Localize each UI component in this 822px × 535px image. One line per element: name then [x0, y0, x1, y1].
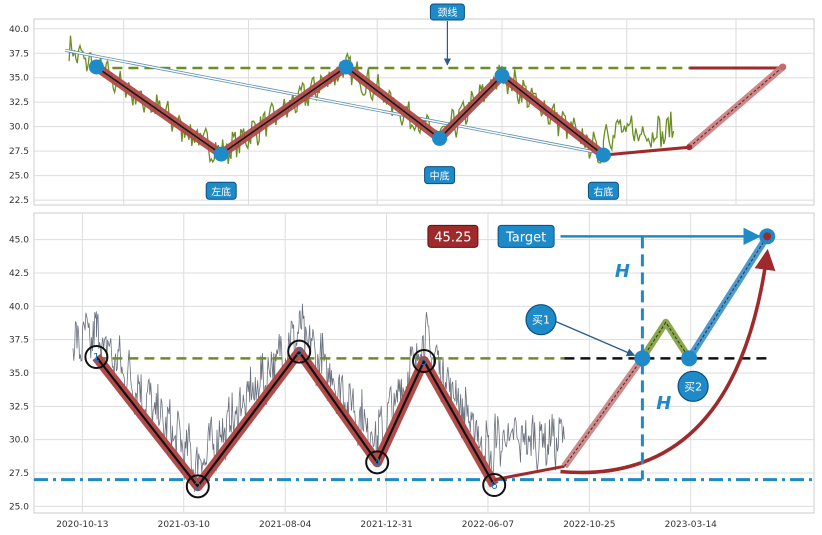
bottom-y-tick-label: 45.0	[9, 236, 29, 246]
bottom-label-box	[205, 181, 237, 200]
bottom-y-tick-label: 42.5	[9, 269, 29, 279]
buy2-label: 买2	[684, 380, 702, 393]
bottom-x-tick-label: 2021-12-31	[360, 520, 412, 530]
target-label: Target	[505, 230, 546, 245]
bottom-x-ticks: 2020-10-13 2021-03-10 2021-08-04 2021-12-31…	[56, 520, 717, 530]
bottom-y-ticks: 25.0 27.5 30.0 32.5 35.0 37.5 40.0 42.5 45.0	[9, 236, 29, 513]
top-y-tick-label: 37.5	[9, 49, 29, 59]
bottom-x-tick-label: 2022-10-25	[563, 520, 615, 530]
pattern-point-label: 2	[194, 480, 201, 493]
pattern-point-label: 6	[491, 479, 498, 492]
top-projection-node	[686, 144, 693, 151]
bottom-y-tick-label: 27.5	[9, 469, 29, 479]
bottom-pattern-overlay: H H Target 45.25 买1 买2 1 2 3 4 5 6	[34, 224, 814, 499]
bottom-pattern-core	[95, 350, 496, 488]
top-pattern-node	[213, 146, 229, 162]
curved-arrow	[560, 248, 776, 475]
target-box	[497, 224, 555, 248]
buy1-arrow	[555, 321, 636, 357]
target-value: 45.25	[434, 230, 471, 245]
pattern-point-marker	[365, 450, 390, 475]
bottom-label: 右底	[593, 185, 613, 198]
buy2-bubble	[677, 370, 709, 402]
bottom-price-series	[72, 303, 565, 492]
buy1-label: 买1	[532, 314, 550, 327]
proj-flat	[493, 464, 565, 482]
bottom-label: 左底	[211, 185, 231, 198]
bottom-label-box	[587, 181, 619, 200]
bottom-x-tick-label: 2020-10-13	[56, 520, 108, 530]
height-label-1: H	[615, 261, 630, 282]
buy1-bubble	[525, 304, 557, 336]
bottom-y-tick-label: 35.0	[9, 369, 29, 379]
bottom-x-tick-label: 2021-08-04	[259, 520, 312, 530]
bottom-y-tick-label: 25.0	[9, 502, 29, 512]
top-y-ticks: 22.5 25.0 27.5 30.0 32.5 35.0 37.5 40.0	[9, 25, 29, 206]
pattern-point-marker	[185, 474, 210, 499]
top-pattern-node	[432, 130, 448, 146]
bottom-y-tick-label: 37.5	[9, 336, 29, 346]
top-y-tick-label: 40.0	[9, 25, 29, 35]
top-projection-flat	[603, 145, 690, 157]
neckline-label-box	[429, 3, 465, 21]
pattern-point-marker	[482, 473, 507, 497]
proj-pullback-core	[641, 321, 690, 359]
top-grid	[34, 19, 814, 205]
proj-rise-core	[563, 358, 643, 467]
bottom-label: 中底	[430, 170, 450, 183]
bottom-y-tick-label: 30.0	[9, 436, 29, 446]
proj-target-core	[688, 236, 768, 359]
target-value-box	[427, 224, 479, 248]
top-pattern-core	[95, 66, 604, 156]
pattern-point-label: 1	[93, 351, 100, 364]
pattern-point-marker	[84, 345, 109, 369]
top-y-tick-label: 35.0	[9, 74, 29, 84]
top-projection-end	[779, 63, 787, 71]
top-y-tick-label: 32.5	[9, 98, 29, 108]
top-y-tick-label: 22.5	[9, 196, 29, 206]
bottom-label-box	[424, 166, 456, 185]
bottom-x-tick-label: 2022-06-07	[462, 520, 514, 530]
pattern-point-label: 3	[296, 346, 303, 359]
bottom-x-tick-label: 2023-03-14	[665, 520, 718, 530]
pattern-point-marker	[412, 349, 436, 373]
bottom-price-line	[72, 303, 565, 492]
top-y-tick-label: 27.5	[9, 147, 29, 157]
height-label-2: H	[656, 393, 671, 414]
buy2-node	[681, 350, 698, 367]
top-pattern-node	[88, 59, 104, 75]
top-pattern-node	[338, 59, 354, 75]
bottom-panel: 25.0 27.5 30.0 32.5 35.0 37.5 40.0 42.5 45.0 202…	[9, 212, 815, 530]
top-y-tick-label: 30.0	[9, 123, 29, 133]
bottom-x-tick-label: 2021-03-10	[158, 520, 211, 530]
top-pattern-node	[595, 147, 611, 163]
top-projection-core	[688, 66, 784, 148]
buy1-node	[634, 350, 651, 367]
bottom-y-tick-label: 32.5	[9, 402, 29, 412]
top-pattern-node	[494, 68, 510, 84]
bottom-y-tick-label: 40.0	[9, 302, 29, 312]
target-node-core	[763, 232, 772, 241]
pattern-point-label: 5	[421, 355, 428, 368]
pattern-point-marker	[287, 339, 312, 364]
top-trendline-inner	[65, 49, 596, 153]
neckline-label: 颈线	[437, 6, 457, 19]
top-y-tick-label: 25.0	[9, 172, 29, 182]
pattern-point-label: 4	[374, 456, 381, 469]
